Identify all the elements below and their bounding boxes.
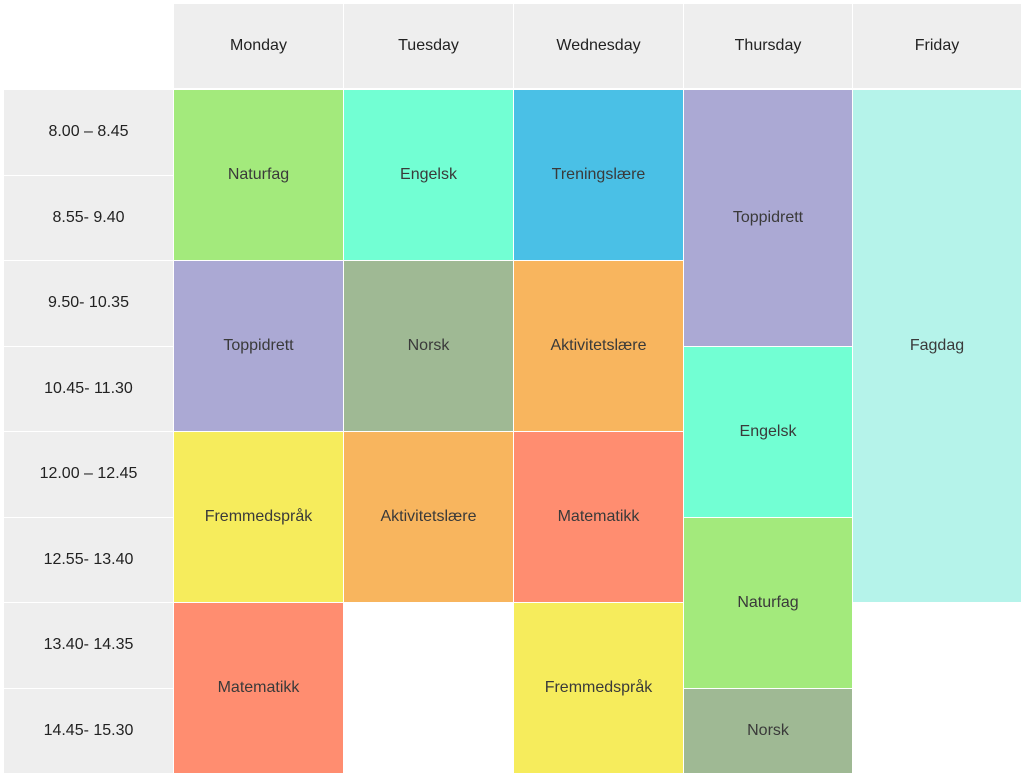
day-header-friday: Friday: [853, 4, 1021, 88]
lesson-monday-naturfag[interactable]: Naturfag: [174, 90, 343, 260]
lesson-monday-fremmedsprak[interactable]: Fremmedspråk: [174, 432, 343, 602]
lesson-wednesday-aktivitetslaere[interactable]: Aktivitetslære: [514, 261, 683, 431]
lesson-wednesday-fremmedsprak[interactable]: Fremmedspråk: [514, 603, 683, 773]
lesson-tuesday-engelsk[interactable]: Engelsk: [344, 90, 513, 260]
lesson-tuesday-norsk[interactable]: Norsk: [344, 261, 513, 431]
day-header-monday: Monday: [174, 4, 343, 88]
lesson-friday-fagdag[interactable]: Fagdag: [853, 90, 1021, 602]
day-header-thursday: Thursday: [684, 4, 852, 88]
day-header-wednesday: Wednesday: [514, 4, 683, 88]
lesson-tuesday-aktivitetslaere[interactable]: Aktivitetslære: [344, 432, 513, 602]
time-slot-3: 9.50- 10.35: [4, 261, 173, 346]
time-slot-1: 8.00 – 8.45: [4, 90, 173, 175]
lesson-thursday-naturfag[interactable]: Naturfag: [684, 517, 852, 688]
time-slot-2: 8.55- 9.40: [4, 175, 173, 260]
time-slot-5: 12.00 – 12.45: [4, 432, 173, 517]
lesson-thursday-engelsk[interactable]: Engelsk: [684, 346, 852, 517]
time-slot-8: 14.45- 15.30: [4, 688, 173, 773]
lesson-wednesday-matematikk[interactable]: Matematikk: [514, 432, 683, 602]
lesson-monday-matematikk[interactable]: Matematikk: [174, 603, 343, 773]
lesson-thursday-toppidrett[interactable]: Toppidrett: [684, 90, 852, 346]
time-slot-4: 10.45- 11.30: [4, 346, 173, 431]
time-slot-6: 12.55- 13.40: [4, 517, 173, 602]
lesson-thursday-norsk[interactable]: Norsk: [684, 688, 852, 773]
time-slot-7: 13.40- 14.35: [4, 603, 173, 688]
lesson-monday-toppidrett[interactable]: Toppidrett: [174, 261, 343, 431]
lesson-wednesday-treningslaere[interactable]: Treningslære: [514, 90, 683, 260]
day-header-tuesday: Tuesday: [344, 4, 513, 88]
